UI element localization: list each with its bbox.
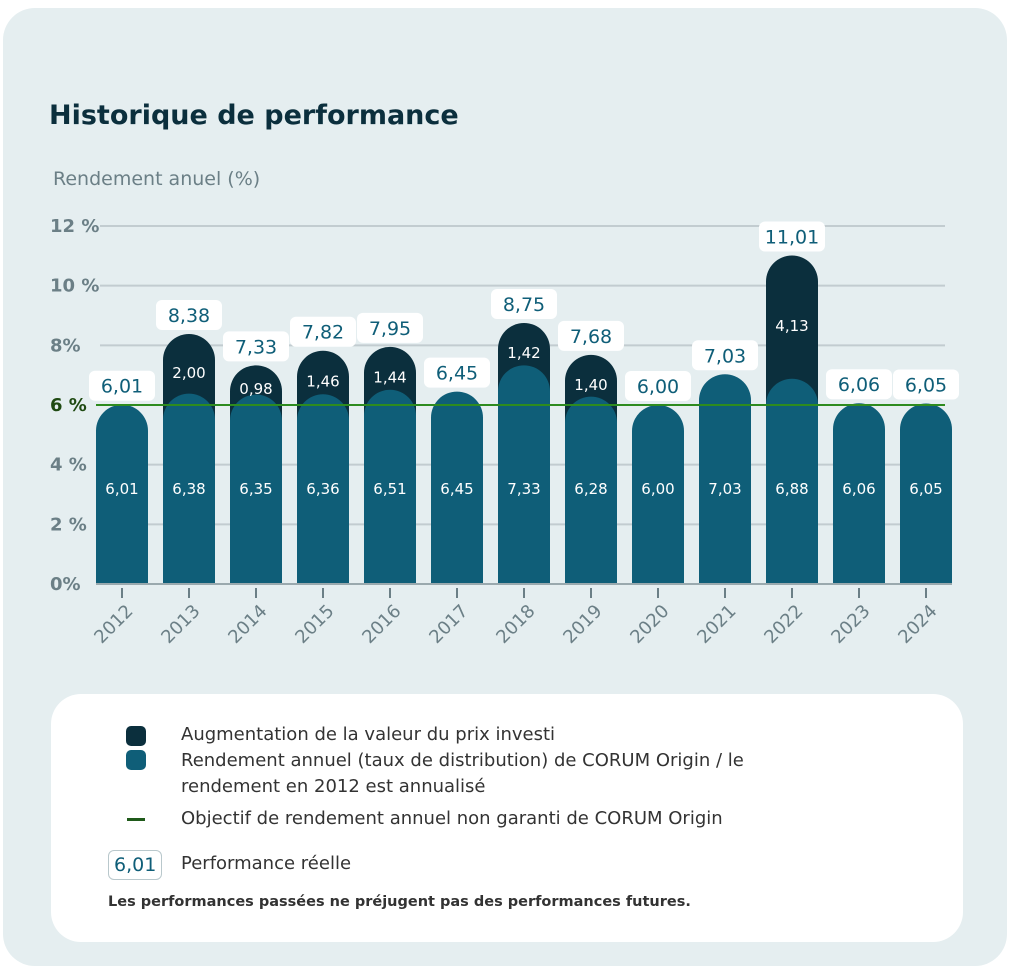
x-tick-label: 2021: [693, 601, 740, 648]
total-badge: [89, 370, 155, 401]
legend-target: Objectif de rendement annuel non garanti…: [181, 808, 723, 829]
x-tick-label: 2019: [559, 601, 606, 648]
bar-base: [431, 391, 483, 584]
base-label: 7,33: [507, 480, 540, 498]
total-label: 7,82: [302, 322, 344, 344]
total-badge: [625, 371, 691, 401]
total-badge: [826, 369, 892, 400]
total-label: 6,01: [101, 376, 143, 398]
total-badge: [290, 316, 356, 347]
bar-base: [297, 394, 349, 584]
base-label: 6,38: [172, 480, 205, 498]
increase-label: 1,46: [306, 372, 339, 390]
increase-label: 1,42: [507, 344, 540, 362]
y-tick-label: 0%: [50, 574, 81, 595]
bar-base: [96, 404, 148, 584]
total-badge: [558, 320, 624, 351]
x-tick-label: 2012: [90, 601, 137, 648]
y-tick-label: 6 %: [50, 395, 87, 416]
page-title: Historique de performance: [49, 100, 459, 131]
bar-base: [163, 393, 215, 584]
x-tick-label: 2023: [827, 601, 874, 648]
x-tick-label: 2020: [626, 601, 673, 648]
bar-chart: 0% 2 % 4 % 6 % 8% 10 % 12 % 6,01 6,01 2012 2,00 6,3…: [50, 216, 959, 648]
base-label: 6,00: [641, 480, 674, 498]
bar-base: [699, 374, 751, 584]
total-label: 6,45: [436, 363, 478, 385]
base-label: 6,51: [373, 480, 406, 498]
total-label: 7,03: [704, 345, 746, 367]
legend: Augmentation de la valeur du prix invest…: [51, 694, 963, 942]
bar-base: [498, 365, 550, 584]
x-tick-label: 2017: [425, 601, 472, 648]
target-line-swatch: [127, 818, 145, 821]
total-label: 6,00: [637, 376, 679, 398]
legend-base: Rendement annuel (taux de distribution) …: [181, 750, 744, 797]
total-label: 7,33: [235, 336, 277, 358]
y-axis-label: Rendement anuel (%): [53, 168, 261, 190]
base-label: 6,88: [775, 480, 808, 498]
increase-swatch: [126, 726, 146, 746]
base-swatch: [126, 750, 146, 770]
x-tick-label: 2013: [157, 601, 204, 648]
total-label: 11,01: [765, 227, 819, 249]
perf-sample-badge: 6,01: [108, 850, 163, 880]
x-tick-label: 2016: [358, 601, 405, 648]
total-badge: [156, 299, 222, 330]
total-label: 7,68: [570, 326, 612, 348]
x-tick-label: 2024: [894, 601, 941, 648]
x-tick-label: 2014: [224, 601, 271, 648]
total-badge: [424, 357, 490, 388]
bar-base: [632, 405, 684, 584]
total-badge: [223, 331, 289, 362]
y-tick-label: 4 %: [50, 455, 87, 476]
total-badge: [491, 288, 557, 319]
bar-base: [766, 378, 818, 584]
increase-label: 1,40: [574, 376, 607, 394]
increase-label: 2,00: [172, 364, 205, 382]
base-label: 6,35: [239, 480, 272, 498]
total-label: 7,95: [369, 318, 411, 340]
bar-base: [833, 403, 885, 584]
total-label: 6,05: [905, 375, 947, 397]
base-label: 6,01: [105, 480, 138, 498]
bar-base: [565, 396, 617, 584]
base-label: 7,03: [708, 480, 741, 498]
legend-perf: Performance réelle: [181, 853, 352, 874]
increase-label: 1,44: [373, 368, 406, 386]
base-label: 6,45: [440, 480, 473, 498]
y-tick-label: 12 %: [50, 216, 99, 237]
x-tick-label: 2018: [492, 601, 539, 648]
bar-base: [364, 389, 416, 584]
bar-base: [230, 394, 282, 584]
total-badge: [357, 312, 423, 343]
y-tick-label: 2 %: [50, 514, 87, 535]
total-badge: [893, 369, 959, 400]
total-label: 8,38: [168, 305, 210, 327]
increase-label: 0,98: [239, 380, 272, 398]
bar-base: [900, 403, 952, 584]
y-tick-label: 10 %: [50, 276, 99, 297]
x-tick-label: 2015: [291, 601, 338, 648]
total-label: 6,06: [838, 374, 880, 396]
total-label: 8,75: [503, 294, 545, 316]
legend-increase: Augmentation de la valeur du prix invest…: [181, 724, 556, 745]
total-badge: [692, 340, 758, 371]
disclaimer: Les performances passées ne préjugent pa…: [108, 894, 691, 910]
x-tick-label: 2022: [760, 601, 807, 648]
total-badge: [759, 221, 825, 252]
base-label: 6,06: [842, 480, 875, 498]
y-tick-label: 8%: [50, 335, 81, 356]
base-label: 6,36: [306, 480, 339, 498]
base-label: 6,05: [909, 480, 942, 498]
increase-label: 4,13: [775, 317, 808, 335]
base-label: 6,28: [574, 480, 607, 498]
